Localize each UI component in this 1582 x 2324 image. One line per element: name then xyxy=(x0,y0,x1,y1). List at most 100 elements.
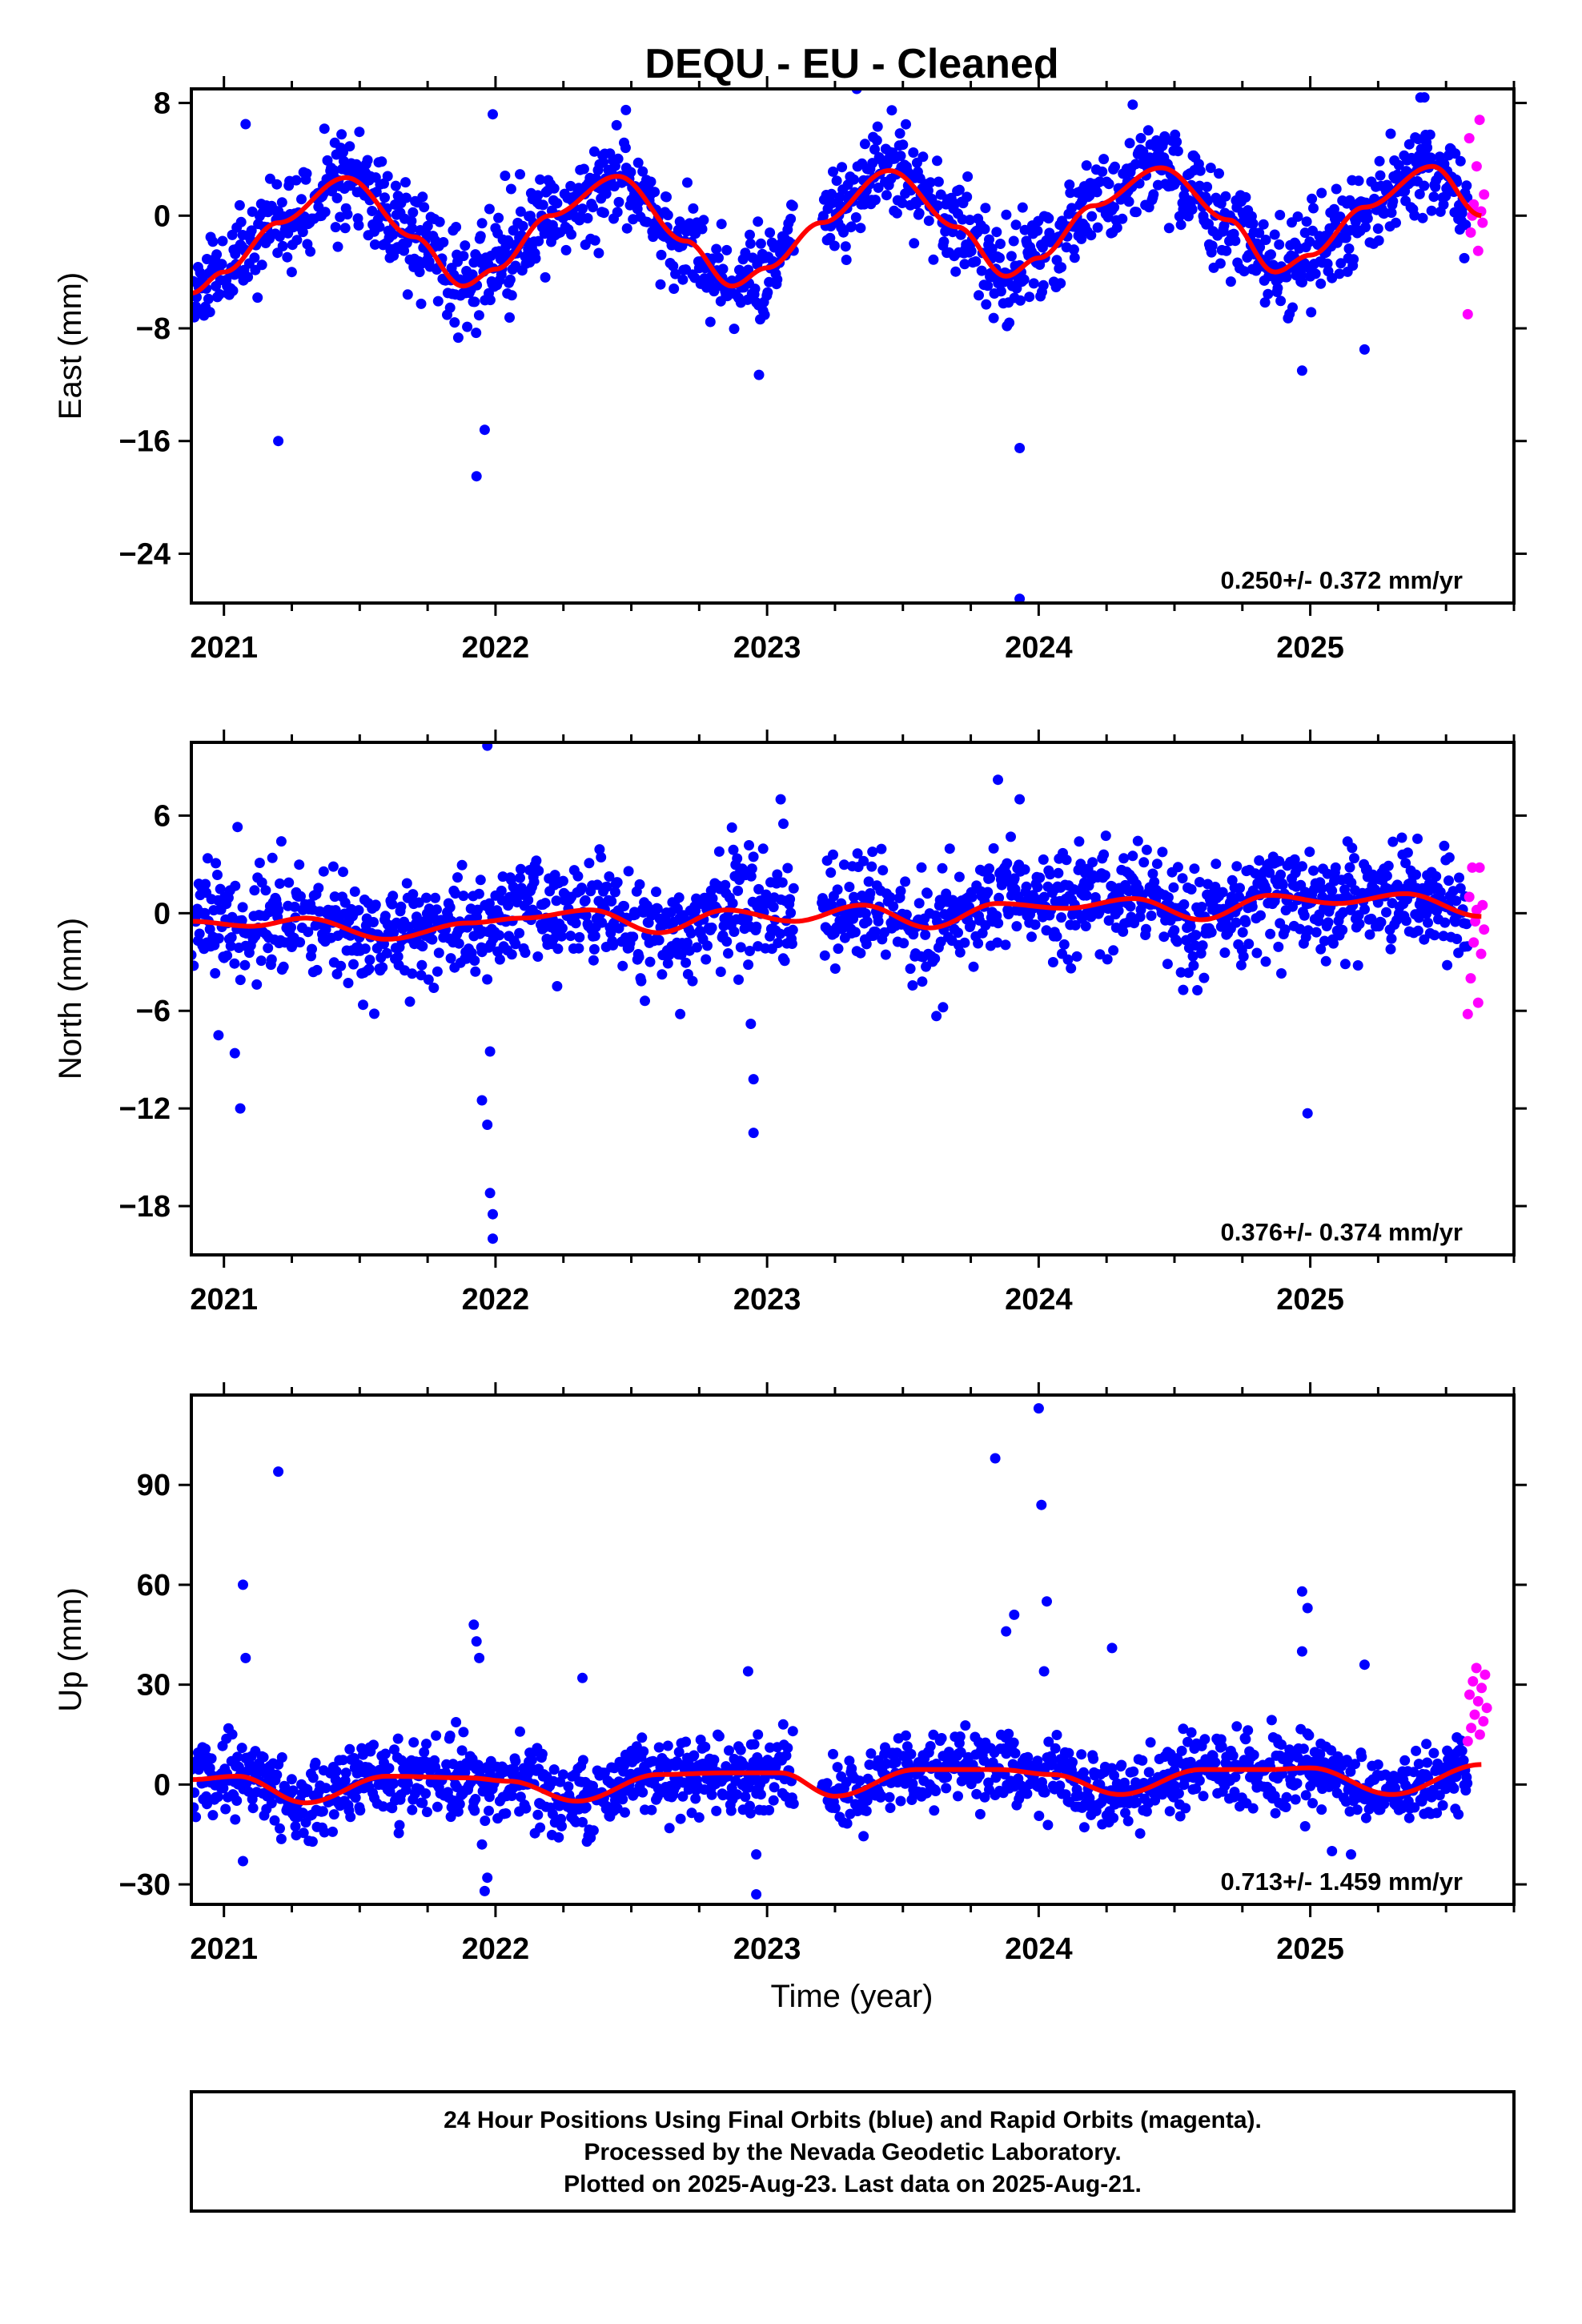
data-point xyxy=(1235,883,1245,894)
data-point xyxy=(1263,288,1274,300)
data-point xyxy=(1024,292,1035,303)
data-point xyxy=(895,886,906,897)
data-point xyxy=(1231,861,1243,872)
data-point xyxy=(419,1747,430,1758)
data-point xyxy=(417,191,428,203)
data-point xyxy=(456,1745,468,1756)
data-point xyxy=(394,1819,405,1831)
data-point xyxy=(744,840,754,850)
data-point xyxy=(1450,148,1461,159)
data-point xyxy=(532,190,544,201)
data-point xyxy=(1034,259,1046,270)
data-point xyxy=(417,941,428,952)
data-point xyxy=(905,1748,917,1759)
data-point xyxy=(1178,899,1190,910)
data-point xyxy=(785,894,796,905)
data-point xyxy=(1422,142,1433,153)
data-point xyxy=(1067,1757,1078,1767)
caption-line-1: 24 Hour Positions Using Final Orbits (bl… xyxy=(444,2107,1262,2133)
outlier-point xyxy=(1419,92,1430,103)
x-tick-label: 2021 xyxy=(190,631,258,665)
data-point xyxy=(637,166,648,177)
x-tick-label: 2023 xyxy=(733,1932,801,1966)
data-point xyxy=(690,1793,701,1804)
data-point xyxy=(711,243,722,255)
data-point xyxy=(1356,1751,1367,1763)
data-point xyxy=(456,859,468,870)
data-point xyxy=(1400,858,1411,869)
data-point xyxy=(402,289,413,300)
data-point xyxy=(698,215,709,226)
outlier-point xyxy=(240,119,251,130)
data-point xyxy=(1373,235,1384,246)
data-point xyxy=(628,931,639,943)
data-point xyxy=(1387,195,1399,207)
data-point xyxy=(1362,213,1373,224)
data-point xyxy=(469,955,480,966)
data-point xyxy=(560,244,572,255)
data-point xyxy=(932,155,942,167)
data-point xyxy=(1145,1737,1156,1748)
model-fit-line xyxy=(191,163,1482,296)
data-point xyxy=(1372,223,1383,234)
data-point xyxy=(1008,235,1019,247)
data-point xyxy=(1306,307,1317,318)
data-point xyxy=(1419,180,1430,191)
data-point xyxy=(1411,1745,1422,1756)
y-tick-label: 60 xyxy=(137,1569,171,1602)
data-point xyxy=(1015,295,1026,306)
data-point xyxy=(286,267,297,278)
data-point xyxy=(1281,271,1292,283)
data-point xyxy=(407,968,418,979)
data-point xyxy=(589,931,600,942)
data-point xyxy=(283,877,295,888)
data-point xyxy=(419,202,430,213)
data-point xyxy=(237,902,248,913)
data-point xyxy=(231,1795,243,1806)
data-point xyxy=(588,1825,599,1836)
outlier-point xyxy=(482,1120,493,1130)
data-point xyxy=(377,962,388,973)
data-point xyxy=(1043,1736,1054,1747)
data-point xyxy=(1299,1821,1311,1831)
data-point xyxy=(1122,1815,1134,1827)
data-point xyxy=(890,1757,901,1767)
data-point xyxy=(1344,862,1355,873)
data-point xyxy=(1452,934,1463,944)
data-point xyxy=(869,195,881,206)
data-point xyxy=(1143,1767,1154,1778)
outlier-point xyxy=(1009,1609,1020,1620)
data-point xyxy=(1350,1759,1360,1770)
data-point xyxy=(1178,1723,1189,1735)
data-point xyxy=(932,916,942,927)
data-point xyxy=(749,1739,760,1750)
data-point xyxy=(355,1805,366,1816)
data-point xyxy=(1264,867,1275,879)
data-point xyxy=(727,898,738,909)
outlier-point xyxy=(1296,1586,1307,1597)
data-point xyxy=(995,286,1006,297)
data-point xyxy=(199,907,211,919)
data-point xyxy=(434,216,445,227)
data-point xyxy=(740,247,751,259)
data-point xyxy=(295,937,306,948)
x-tick-label: 2021 xyxy=(190,1283,258,1317)
data-point xyxy=(1220,191,1231,202)
data-point xyxy=(210,967,221,979)
data-point xyxy=(593,247,604,259)
caption-line-2: Processed by the Nevada Geodetic Laborat… xyxy=(584,2139,1121,2165)
outlier-point xyxy=(232,822,243,833)
data-point xyxy=(1411,869,1422,880)
data-point xyxy=(1192,985,1203,995)
data-point xyxy=(753,216,764,227)
data-point xyxy=(472,904,484,915)
data-point xyxy=(1439,917,1451,928)
data-point xyxy=(1076,1749,1087,1760)
outlier-point xyxy=(1014,443,1026,453)
outlier-point xyxy=(990,1453,1001,1464)
data-point xyxy=(726,822,737,833)
data-point xyxy=(1148,189,1159,200)
data-point xyxy=(282,251,293,263)
data-point xyxy=(1311,927,1322,938)
velocity-annotation: 0.376+/- 0.374 mm/yr xyxy=(1221,1218,1463,1246)
